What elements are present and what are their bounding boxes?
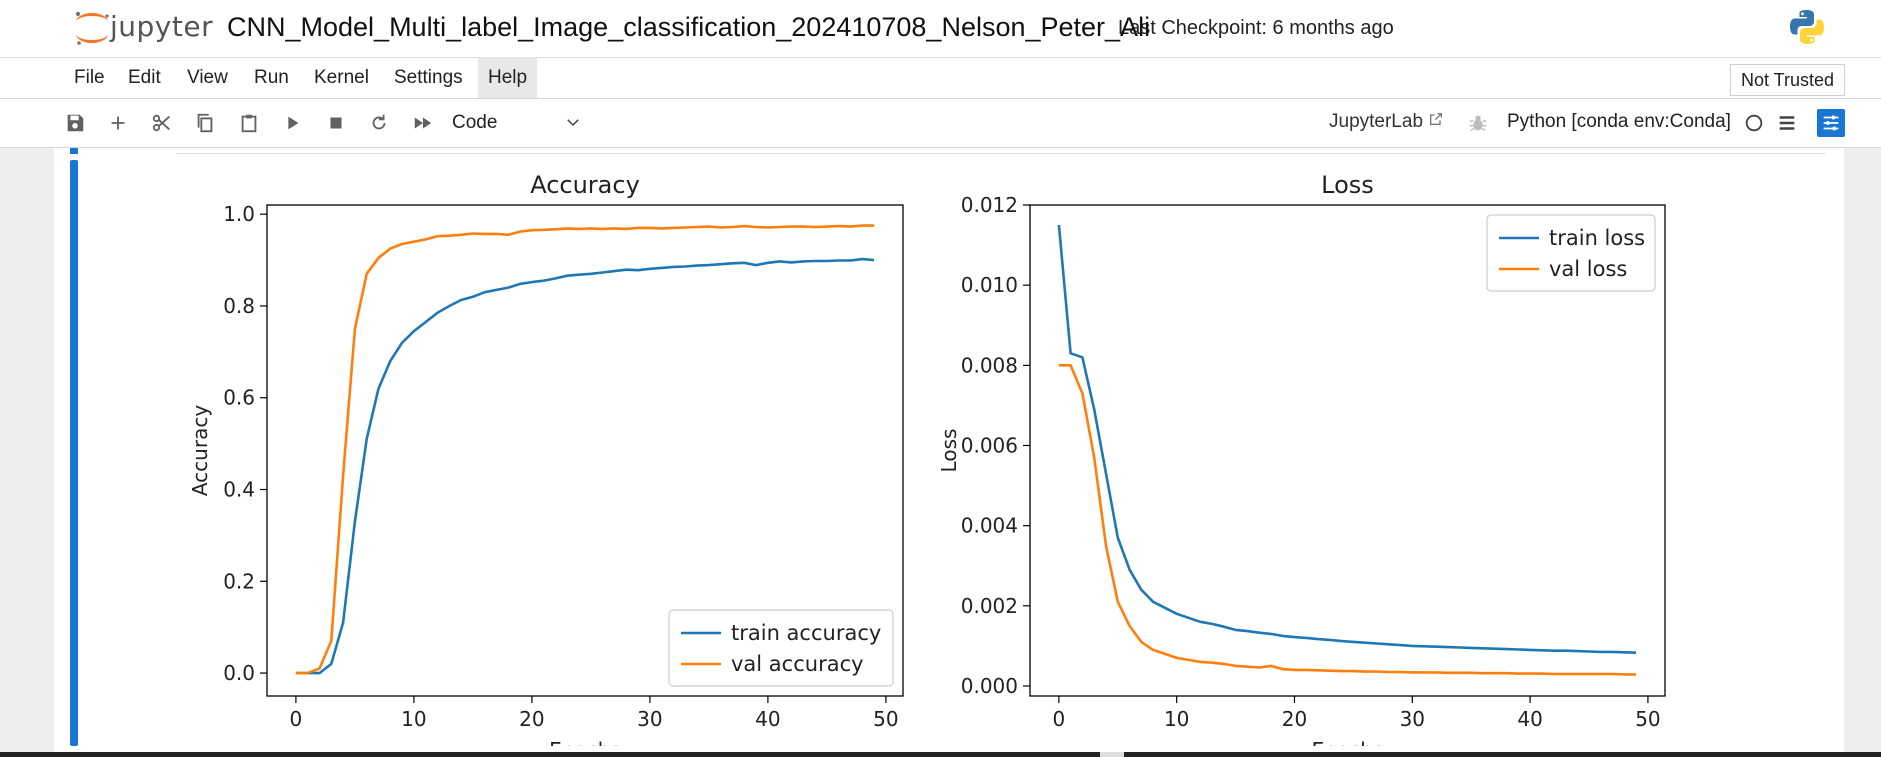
property-inspector-icon[interactable] [1817, 109, 1845, 137]
chart-legend: train loss val loss [1486, 214, 1656, 292]
menu-view[interactable]: View [187, 67, 228, 88]
legend-box [668, 609, 894, 687]
series-line-val [1058, 364, 1637, 676]
menu-edit[interactable]: Edit [128, 67, 161, 88]
x-tick-label: 30 [637, 707, 662, 731]
active-cell-collapser[interactable] [70, 160, 78, 746]
menu-run[interactable]: Run [254, 67, 289, 88]
paste-icon[interactable] [235, 109, 263, 137]
x-axis-label: Epochs [1312, 738, 1384, 746]
cell-type-dropdown[interactable]: Code [452, 109, 582, 137]
x-tick-label: 50 [1635, 707, 1660, 731]
stop-icon[interactable] [322, 109, 350, 137]
notebook-toolbar: Code JupyterLab Python [conda env:Conda] [0, 99, 1881, 148]
menu-help[interactable]: Help [478, 58, 538, 98]
x-tick-label: 0 [290, 707, 303, 731]
y-tick-label: 0.2 [223, 569, 255, 593]
chart-title: Accuracy [530, 171, 640, 199]
legend-label: train accuracy [731, 621, 881, 645]
kernel-status-circle-icon [1740, 109, 1768, 137]
y-axis-label: Loss [937, 429, 961, 473]
previous-cell-collapser[interactable] [70, 148, 78, 154]
run-icon[interactable] [278, 109, 306, 137]
cut-icon[interactable] [148, 109, 176, 137]
series-line-train [1057, 224, 1637, 654]
y-tick-label: 0.010 [961, 273, 1018, 297]
y-tick-label: 0.004 [961, 514, 1018, 538]
y-tick-label: 0.002 [961, 594, 1018, 618]
menu-bar: File Edit View Run Kernel Settings Help … [0, 58, 1881, 99]
legend-label: train loss [1549, 226, 1645, 250]
save-icon[interactable] [61, 109, 89, 137]
restart-icon[interactable] [365, 109, 393, 137]
previous-cell-output-border [176, 148, 1826, 154]
x-tick-label: 10 [401, 707, 426, 731]
notebook-title[interactable]: CNN_Model_Multi_label_Image_classificati… [227, 12, 1151, 42]
legend-box [1486, 214, 1656, 292]
y-tick-label: 1.0 [223, 202, 255, 226]
y-tick-label: 0.012 [961, 193, 1018, 217]
debugger-bug-icon[interactable] [1464, 109, 1492, 137]
cell-type-value: Code [452, 112, 498, 133]
last-checkpoint: Last Checkpoint: 6 months ago [1118, 17, 1394, 39]
add-cell-icon[interactable] [104, 109, 132, 137]
jupyterlab-label: JupyterLab [1329, 111, 1424, 132]
menu-file[interactable]: File [74, 67, 105, 88]
jupyter-logo-text: jupyter [110, 10, 214, 43]
y-tick-label: 0.6 [223, 386, 255, 410]
copy-icon[interactable] [191, 109, 219, 137]
top-bar: jupyter CNN_Model_Multi_label_Image_clas… [0, 0, 1881, 58]
x-tick-label: 20 [1282, 707, 1307, 731]
y-axis-label: Accuracy [188, 405, 212, 496]
legend-label: val loss [1549, 257, 1627, 281]
jupyter-logo-icon[interactable] [70, 8, 114, 48]
x-tick-label: 10 [1164, 707, 1189, 731]
external-link-icon [1430, 113, 1443, 125]
series-line-train [295, 257, 875, 675]
trust-status-button[interactable]: Not Trusted [1729, 64, 1845, 96]
chart-title: Loss [1321, 171, 1374, 199]
bottom-edge [0, 752, 1881, 757]
x-tick-label: 50 [873, 707, 898, 731]
chart-legend: train accuracy val accuracy [668, 609, 894, 687]
chevron-down-icon [567, 119, 579, 127]
loss-chart: Loss 0 10 20 30 40 50 0.000 0.002 0.004 0.006 0.008… [937, 171, 1666, 746]
x-axis-label: Epochs [549, 738, 621, 746]
fast-forward-icon[interactable] [409, 109, 437, 137]
y-tick-label: 0.8 [223, 294, 255, 318]
open-jupyterlab-link[interactable]: JupyterLab [1329, 111, 1444, 133]
x-tick-label: 30 [1400, 707, 1425, 731]
y-tick-label: 0.008 [961, 353, 1018, 377]
training-history-plot: Accuracy 0 10 20 30 40 50 0.0 0.2 0.4 0.6 0.8 1.0 Epo… [188, 171, 1666, 746]
menu-lines-icon[interactable] [1773, 109, 1801, 137]
y-tick-label: 0.000 [961, 674, 1018, 698]
x-tick-label: 40 [755, 707, 780, 731]
kernel-name[interactable]: Python [conda env:Conda] [1507, 111, 1731, 132]
python-logo-icon [1790, 10, 1824, 44]
menu-kernel[interactable]: Kernel [314, 67, 369, 88]
x-tick-label: 0 [1052, 707, 1065, 731]
y-tick-label: 0.4 [223, 478, 255, 502]
y-tick-label: 0.0 [223, 661, 255, 685]
menu-settings[interactable]: Settings [394, 67, 463, 88]
x-tick-label: 20 [519, 707, 544, 731]
x-tick-label: 40 [1517, 707, 1542, 731]
series-line-val [295, 224, 875, 675]
accuracy-chart: Accuracy 0 10 20 30 40 50 0.0 0.2 0.4 0.6 0.8 1.0 Epo… [188, 171, 904, 746]
y-tick-label: 0.006 [961, 433, 1018, 457]
legend-label: val accuracy [731, 652, 864, 676]
